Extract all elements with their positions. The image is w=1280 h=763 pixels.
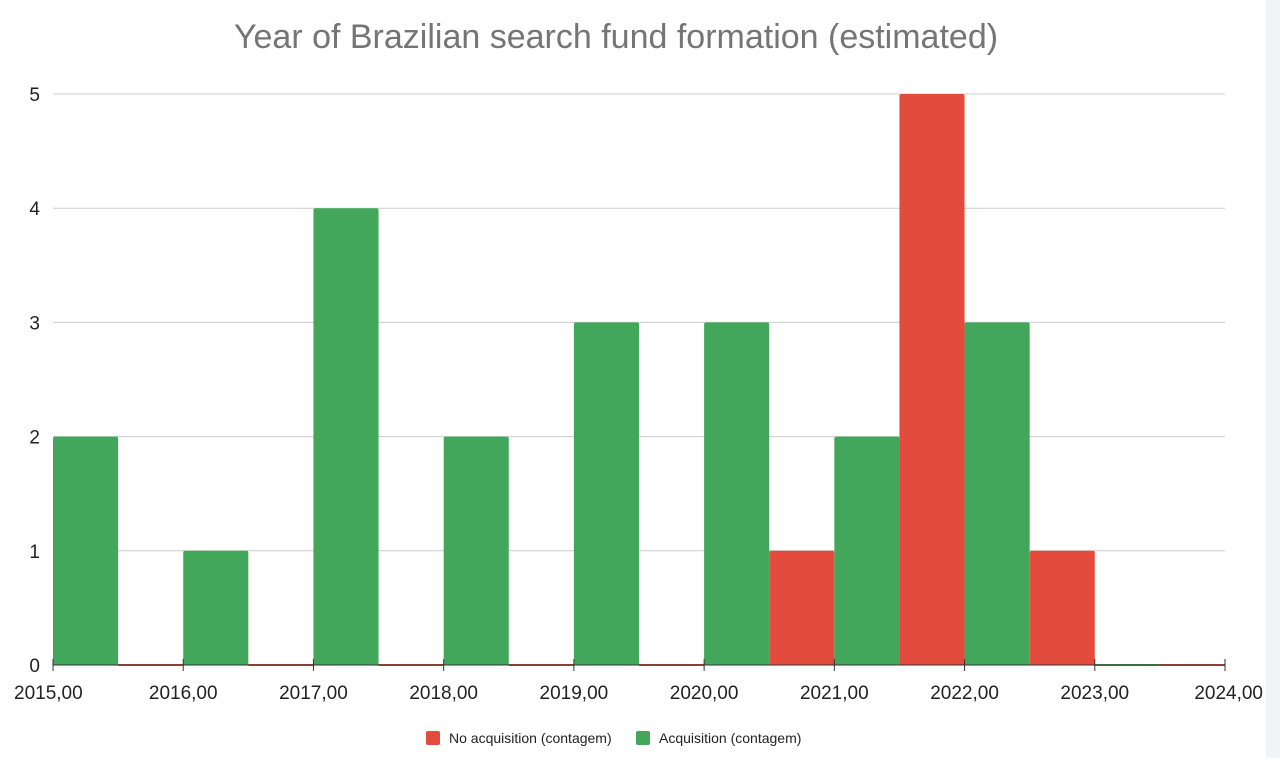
legend: No acquisition (contagem) Acquisition (co… <box>426 730 801 746</box>
axes: 0 1 2 3 4 5 2015,00 2016,00 2017,00 2018,00 2019,0… <box>14 85 1263 704</box>
bar <box>573 322 639 665</box>
x-tick-label: 2021,00 <box>800 683 869 704</box>
y-tick-label: 3 <box>29 313 40 334</box>
legend-swatch <box>636 731 650 745</box>
x-tick-label: 2015,00 <box>14 683 83 704</box>
y-tick-label: 1 <box>29 542 40 563</box>
y-tick-label: 2 <box>29 428 40 449</box>
legend-swatch <box>426 731 440 745</box>
bar <box>899 94 965 665</box>
x-tick-label: 2020,00 <box>670 683 739 704</box>
x-tick-label: 2019,00 <box>540 683 609 704</box>
x-tick-label: 2023,00 <box>1060 683 1129 704</box>
bar <box>964 322 1030 665</box>
x-tick-label: 2016,00 <box>149 683 218 704</box>
bar <box>704 322 770 665</box>
y-tick-label: 5 <box>29 85 40 106</box>
x-tick-label: 2017,00 <box>279 683 348 704</box>
bar <box>53 436 119 665</box>
y-tick-label: 0 <box>29 656 40 677</box>
x-tick-label: 2024,00 <box>1194 683 1263 704</box>
x-tick-label: 2022,00 <box>930 683 999 704</box>
bars <box>53 94 1225 666</box>
bar <box>1029 550 1095 665</box>
scrollbar-track[interactable] <box>1266 0 1280 758</box>
bar <box>834 436 900 665</box>
bar <box>443 436 509 665</box>
legend-label: Acquisition (contagem) <box>659 730 801 746</box>
x-tick-label: 2018,00 <box>409 683 478 704</box>
legend-label: No acquisition (contagem) <box>449 730 612 746</box>
bar <box>183 550 249 665</box>
chart-title: Year of Brazilian search fund formation … <box>234 18 998 56</box>
y-tick-label: 4 <box>29 199 40 220</box>
bar <box>313 208 379 665</box>
bar <box>769 550 835 665</box>
